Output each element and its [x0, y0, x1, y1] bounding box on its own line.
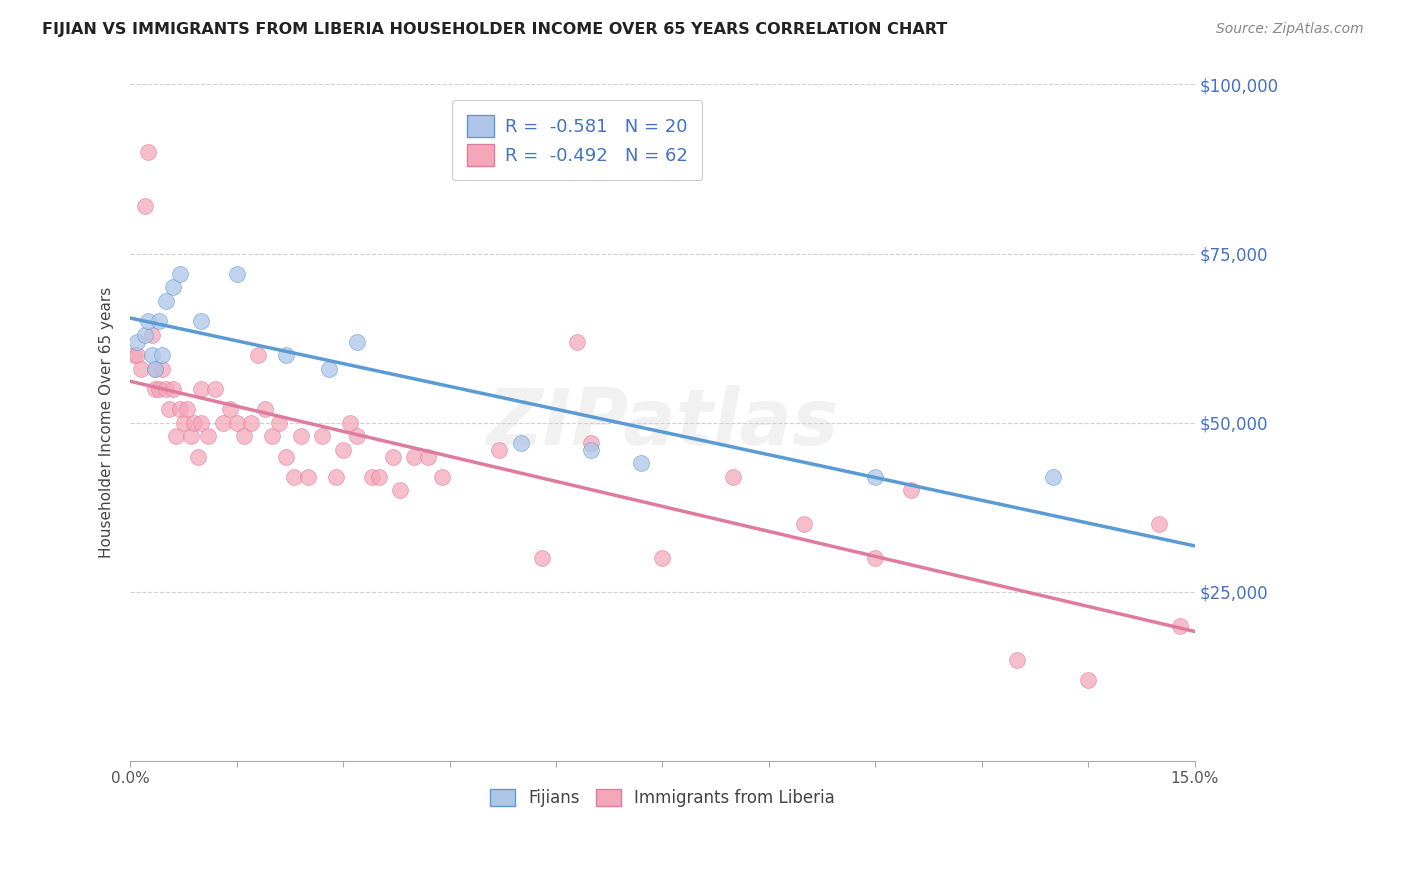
- Point: [1005, 652, 1028, 666]
- Point: [197, 429, 219, 443]
- Point: [165, 429, 187, 443]
- Point: [190, 314, 212, 328]
- Point: [793, 517, 815, 532]
- Point: [122, 348, 145, 362]
- Point: [388, 483, 411, 498]
- Point: [367, 470, 389, 484]
- Point: [211, 416, 233, 430]
- Point: [148, 314, 170, 328]
- Text: Source: ZipAtlas.com: Source: ZipAtlas.com: [1216, 22, 1364, 37]
- Point: [346, 429, 368, 443]
- Point: [418, 450, 440, 464]
- Point: [339, 416, 361, 430]
- Point: [141, 327, 163, 342]
- Point: [581, 436, 603, 450]
- Point: [148, 382, 170, 396]
- Point: [581, 442, 603, 457]
- Point: [187, 450, 209, 464]
- Point: [567, 334, 589, 349]
- Point: [143, 361, 166, 376]
- Point: [865, 470, 887, 484]
- Point: [155, 382, 177, 396]
- Point: [325, 470, 347, 484]
- Point: [1077, 673, 1099, 687]
- Point: [332, 442, 354, 457]
- Point: [127, 348, 149, 362]
- Point: [346, 334, 368, 349]
- Point: [232, 429, 254, 443]
- Point: [169, 402, 191, 417]
- Point: [176, 402, 198, 417]
- Point: [169, 267, 191, 281]
- Point: [865, 551, 887, 566]
- Point: [262, 429, 284, 443]
- Point: [143, 382, 166, 396]
- Point: [254, 402, 277, 417]
- Point: [1042, 470, 1064, 484]
- Point: [360, 470, 382, 484]
- Point: [190, 416, 212, 430]
- Point: [276, 348, 298, 362]
- Point: [162, 280, 184, 294]
- Point: [225, 416, 247, 430]
- Point: [239, 416, 262, 430]
- Point: [404, 450, 426, 464]
- Point: [141, 348, 163, 362]
- Point: [150, 348, 173, 362]
- Legend: Fijians, Immigrants from Liberia: Fijians, Immigrants from Liberia: [484, 782, 842, 814]
- Point: [183, 416, 205, 430]
- Point: [530, 551, 553, 566]
- Point: [218, 402, 240, 417]
- Point: [318, 361, 340, 376]
- Point: [283, 470, 305, 484]
- Point: [432, 470, 454, 484]
- Point: [136, 314, 159, 328]
- Point: [129, 361, 152, 376]
- Point: [381, 450, 404, 464]
- Point: [204, 382, 226, 396]
- Point: [143, 361, 166, 376]
- Point: [134, 327, 156, 342]
- Point: [651, 551, 673, 566]
- Y-axis label: Householder Income Over 65 years: Householder Income Over 65 years: [100, 287, 114, 558]
- Point: [1170, 619, 1192, 633]
- Point: [180, 429, 202, 443]
- Point: [269, 416, 291, 430]
- Point: [509, 436, 531, 450]
- Point: [155, 293, 177, 308]
- Point: [150, 361, 173, 376]
- Point: [723, 470, 745, 484]
- Point: [630, 456, 652, 470]
- Point: [157, 402, 180, 417]
- Point: [311, 429, 333, 443]
- Point: [1147, 517, 1170, 532]
- Text: ZIPatlas: ZIPatlas: [486, 384, 838, 461]
- Point: [190, 382, 212, 396]
- Point: [247, 348, 270, 362]
- Point: [297, 470, 319, 484]
- Point: [900, 483, 922, 498]
- Text: FIJIAN VS IMMIGRANTS FROM LIBERIA HOUSEHOLDER INCOME OVER 65 YEARS CORRELATION C: FIJIAN VS IMMIGRANTS FROM LIBERIA HOUSEH…: [42, 22, 948, 37]
- Point: [136, 145, 159, 160]
- Point: [162, 382, 184, 396]
- Point: [134, 199, 156, 213]
- Point: [127, 334, 149, 349]
- Point: [488, 442, 510, 457]
- Point: [173, 416, 195, 430]
- Point: [276, 450, 298, 464]
- Point: [290, 429, 312, 443]
- Point: [225, 267, 247, 281]
